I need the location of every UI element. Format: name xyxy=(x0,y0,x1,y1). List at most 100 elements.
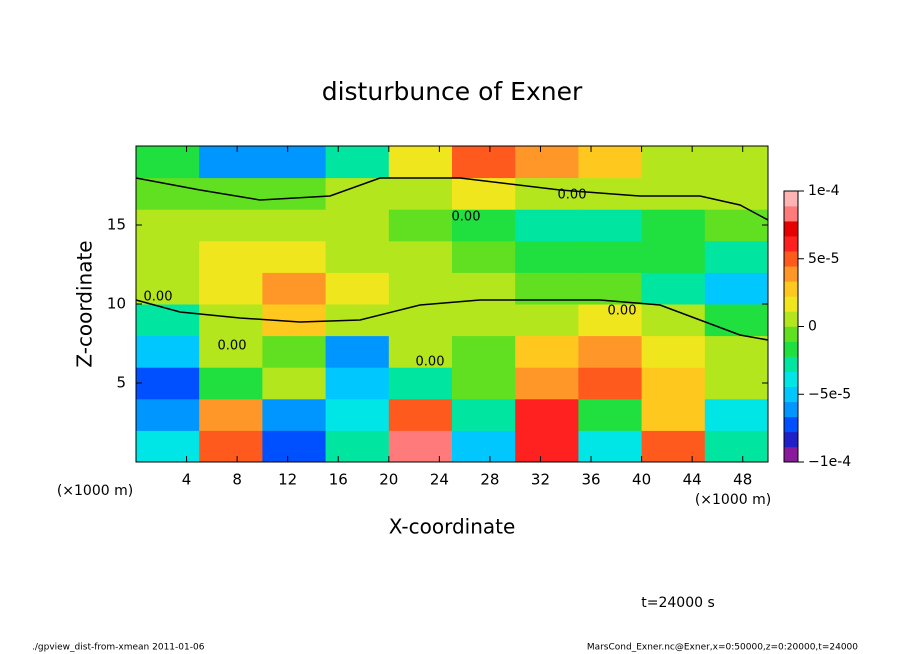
heat-cell xyxy=(578,272,643,305)
heat-cell xyxy=(515,177,579,210)
colorbar-tick-label: 0 xyxy=(808,319,817,335)
heat-cell xyxy=(262,272,327,305)
heat-cell xyxy=(262,146,327,179)
footer-left: ./gpview_dist-from-xmean 2011-01-06 xyxy=(32,643,205,653)
contour-label: 0.00 xyxy=(608,304,637,319)
heat-cell xyxy=(578,430,643,463)
heat-cell xyxy=(641,240,706,273)
heat-cell xyxy=(388,209,453,242)
x-tick-label: 16 xyxy=(329,471,348,489)
colorbar-swatch xyxy=(784,236,798,252)
heat-cell xyxy=(452,272,516,305)
y-tick-label: 5 xyxy=(116,374,126,392)
x-tick-label: 36 xyxy=(581,471,600,489)
heat-cell xyxy=(704,146,769,179)
x-axis-label: X-coordinate xyxy=(389,515,516,539)
heat-cell xyxy=(452,304,516,337)
heat-cell xyxy=(388,272,453,305)
heat-cell xyxy=(452,367,516,400)
colorbar-tick-label: 5e-5 xyxy=(808,251,839,267)
heat-cell xyxy=(325,430,390,463)
heat-cell xyxy=(199,430,263,463)
heat-cell xyxy=(136,177,200,210)
heat-cell xyxy=(136,209,200,242)
time-label: t=24000 s xyxy=(641,595,715,611)
contour-label: 0.00 xyxy=(144,290,173,305)
x-tick-label: 48 xyxy=(733,471,752,489)
x-unit: (×1000 m) xyxy=(695,492,771,508)
heat-cell xyxy=(136,398,200,431)
heat-cell xyxy=(515,240,579,273)
x-tick-label: 4 xyxy=(182,471,192,489)
colorbar-tick-label: 1e-4 xyxy=(808,183,840,199)
heat-cell xyxy=(136,272,200,305)
heat-cell xyxy=(388,398,453,431)
colorbar-swatch xyxy=(784,386,798,403)
heat-cell xyxy=(199,209,263,242)
heat-cell xyxy=(452,398,516,431)
heat-cell xyxy=(578,367,643,400)
colorbar-tick-label: −5e-5 xyxy=(808,386,851,402)
heat-cell xyxy=(704,272,769,305)
heat-cell xyxy=(136,240,200,273)
heat-cell xyxy=(199,177,263,210)
heat-cell xyxy=(452,240,516,273)
x-tick-label: 32 xyxy=(531,471,550,489)
heat-cell xyxy=(578,146,643,179)
contour-label: 0.00 xyxy=(218,339,247,354)
colorbar-swatch xyxy=(784,296,798,312)
colorbar-tick-label: −1e-4 xyxy=(808,454,851,470)
heat-cell xyxy=(515,398,579,431)
heat-cell xyxy=(641,367,706,400)
footer-right: MarsCond_Exner.nc@Exner,x=0:50000,z=0:20… xyxy=(587,643,858,653)
y-tick-label: 15 xyxy=(107,216,126,234)
heat-cell xyxy=(704,430,769,463)
colorbar-swatch xyxy=(784,371,798,388)
colorbar-swatch xyxy=(784,341,798,357)
heat-cell xyxy=(578,398,643,431)
heat-cell xyxy=(262,335,327,368)
heat-cell xyxy=(325,209,390,242)
contour-label: 0.00 xyxy=(558,188,587,203)
heat-cell xyxy=(704,367,769,400)
heat-cell xyxy=(641,398,706,431)
x-tick-label: 28 xyxy=(480,471,499,489)
heat-cell xyxy=(325,272,390,305)
heat-cell xyxy=(452,146,516,179)
heat-cell xyxy=(325,146,390,179)
colorbar-swatch xyxy=(784,191,798,207)
heat-cell xyxy=(199,398,263,431)
zero-contour xyxy=(135,177,769,221)
heat-cell xyxy=(388,240,453,273)
colorbar-swatch xyxy=(784,206,798,222)
x-tick-label: 8 xyxy=(232,471,242,489)
heat-cell xyxy=(641,335,706,368)
heat-cell xyxy=(388,430,453,463)
contour-label: 0.00 xyxy=(416,355,445,370)
colorbar-swatch xyxy=(784,326,798,342)
heat-cell xyxy=(641,177,706,210)
heat-cell xyxy=(452,335,516,368)
heat-cell xyxy=(641,146,706,179)
heat-cell xyxy=(199,335,263,368)
heat-cell xyxy=(515,272,579,305)
heat-cell xyxy=(262,177,327,210)
x-tick-label: 12 xyxy=(278,471,297,489)
heat-cell xyxy=(452,177,516,210)
zero-contour xyxy=(135,299,769,341)
heat-cell xyxy=(388,146,453,179)
heat-cell xyxy=(578,240,643,273)
x-tick-label: 24 xyxy=(430,471,449,489)
heat-cell xyxy=(388,367,453,400)
y-axis-label: Z-coordinate xyxy=(73,240,97,367)
heat-cell xyxy=(199,240,263,273)
heat-cell xyxy=(704,304,769,337)
heat-cell xyxy=(388,177,453,210)
x-tick-label: 20 xyxy=(379,471,398,489)
colorbar-swatch xyxy=(784,251,798,267)
heat-cell xyxy=(641,304,706,337)
heat-cell xyxy=(515,146,579,179)
heat-cell xyxy=(199,146,263,179)
heat-cell xyxy=(452,209,516,242)
